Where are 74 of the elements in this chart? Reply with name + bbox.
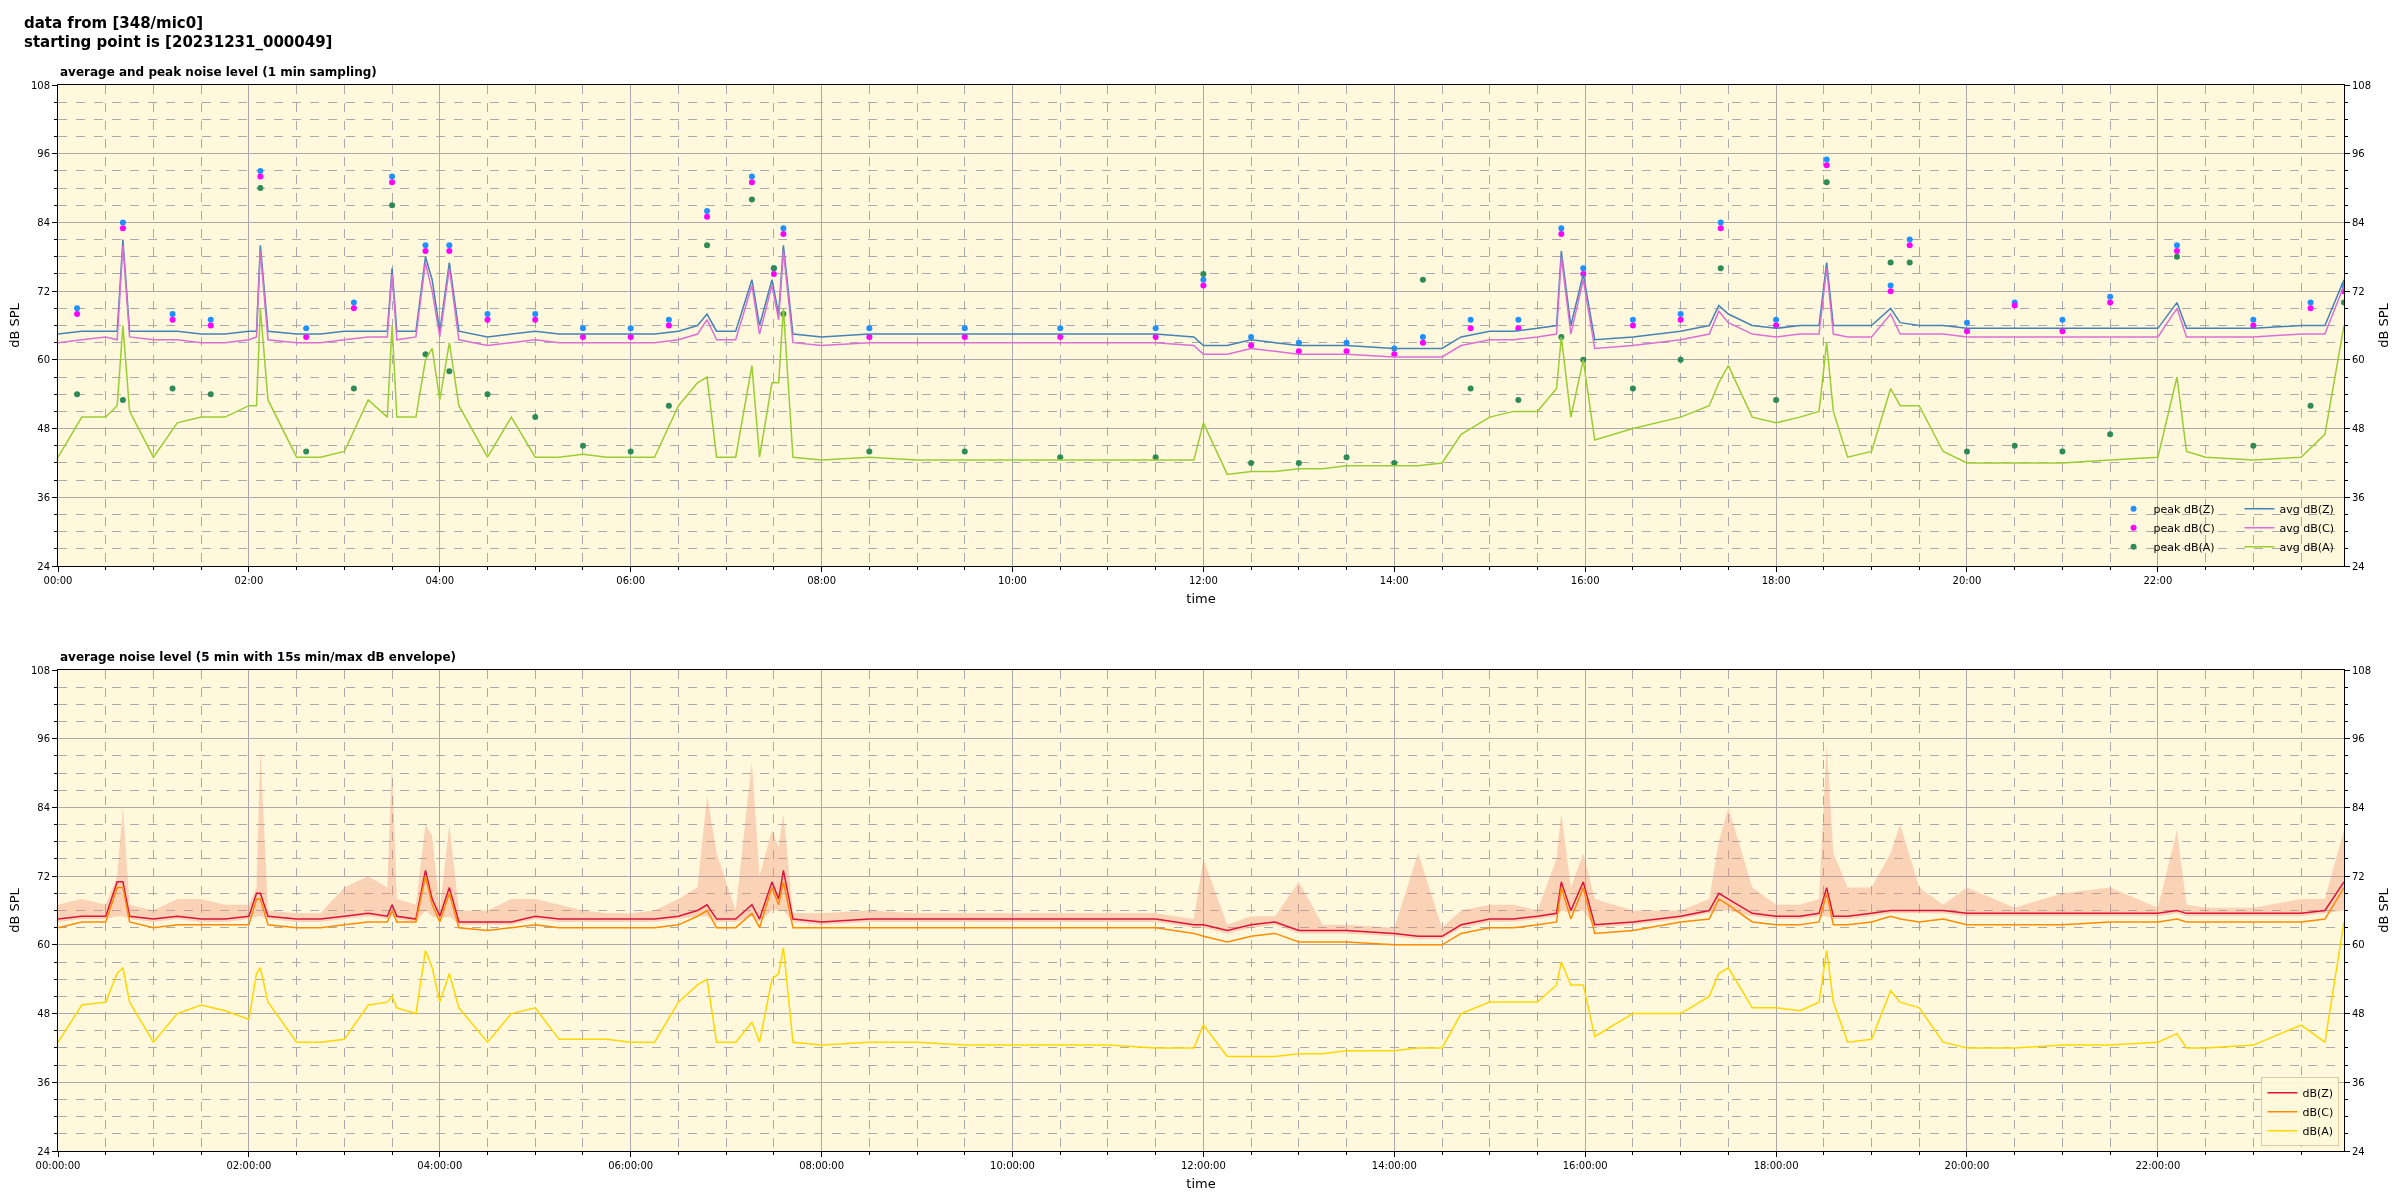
- chart-title: average noise level (5 min with 15s min/max dB envelope): [60, 650, 457, 664]
- x-tick-label: 08:00: [807, 575, 836, 586]
- y-tick-label: 108: [30, 79, 50, 91]
- y-tick-label: 24: [37, 560, 50, 572]
- y-tick-label: 48: [37, 1008, 50, 1020]
- legend-label: avg dB(A): [2279, 540, 2334, 554]
- y2-tick-label: 72: [2352, 285, 2365, 297]
- y2-tick-label: 48: [2352, 1008, 2365, 1020]
- y2-tick-label: 60: [2352, 354, 2365, 366]
- x-tick-label: 18:00: [1761, 575, 1791, 586]
- x-tick-label: 00:00: [43, 575, 73, 586]
- y2-tick-label: 36: [2352, 491, 2365, 503]
- x-tick-label: 18:00:00: [1753, 1160, 1799, 1171]
- legend-label: avg dB(Z): [2279, 502, 2334, 516]
- y2-tick-label: 48: [2352, 423, 2365, 435]
- y-tick-label: 60: [37, 939, 50, 951]
- y-tick-label: 84: [37, 801, 50, 813]
- x-axis-title: time: [1186, 590, 1216, 606]
- x-tick-label: 16:00:00: [1562, 1160, 1608, 1171]
- y2-tick-label: 72: [2352, 870, 2365, 882]
- y-tick-label: 24: [37, 1145, 50, 1157]
- x-tick-label: 14:00:00: [1371, 1160, 1417, 1171]
- y-tick-label: 36: [37, 491, 50, 503]
- legend-label: avg dB(C): [2279, 521, 2334, 535]
- y2-tick-label: 24: [2352, 1145, 2365, 1157]
- y-tick-label: 108: [30, 664, 50, 676]
- x-tick-label: 02:00: [234, 575, 264, 586]
- y2-tick-label: 108: [2352, 664, 2372, 676]
- legend-label: peak dB(C): [2153, 521, 2215, 535]
- x-tick-label: 12:00: [1188, 575, 1218, 586]
- x-tick-label: 20:00: [1952, 575, 1982, 586]
- x-tick-label: 14:00: [1379, 575, 1409, 586]
- x-tick-label: 08:00:00: [799, 1160, 845, 1171]
- x-tick-label: 10:00:00: [990, 1160, 1035, 1171]
- legend-label: dB(A): [2302, 1124, 2334, 1138]
- y-tick-label: 36: [37, 1076, 50, 1088]
- y2-tick-label: 96: [2352, 733, 2365, 745]
- y2-tick-label: 96: [2352, 148, 2365, 160]
- x-tick-label: 12:00:00: [1180, 1160, 1226, 1171]
- y2-tick-label: 60: [2352, 939, 2365, 951]
- x-tick-label: 22:00:00: [2135, 1160, 2181, 1171]
- legend-label: peak dB(A): [2153, 540, 2215, 554]
- y2-tick-label: 84: [2352, 216, 2365, 228]
- x-tick-label: 06:00: [616, 575, 646, 586]
- y-tick-label: 84: [37, 216, 50, 228]
- x-tick-label: 16:00: [1570, 575, 1600, 586]
- y2-tick-label: 24: [2352, 560, 2365, 572]
- x-tick-label: 10:00: [998, 575, 1027, 586]
- x-tick-label: 06:00:00: [608, 1160, 654, 1171]
- y-tick-label: 96: [37, 733, 50, 745]
- y2-tick-label: 36: [2352, 1076, 2365, 1088]
- chart-title: data from [348/mic0] starting point is [20231231_000049]: [24, 13, 333, 52]
- y2-axis-title: dB SPL: [2375, 887, 2391, 933]
- x-tick-label: 22:00: [2143, 575, 2173, 586]
- chart-subtitle: average and peak noise level (1 min sampling): [60, 65, 377, 79]
- y2-tick-label: 108: [2352, 79, 2372, 91]
- legend-label: peak dB(Z): [2153, 502, 2215, 516]
- y-tick-label: 48: [37, 423, 50, 435]
- y-axis-title: dB SPL: [6, 887, 22, 933]
- y-tick-label: 60: [37, 354, 50, 366]
- y2-tick-label: 84: [2352, 801, 2365, 813]
- y-tick-label: 72: [37, 285, 50, 297]
- x-tick-label: 20:00:00: [1944, 1160, 1990, 1171]
- x-axis-title: time: [1186, 1175, 1216, 1191]
- x-tick-label: 02:00:00: [226, 1160, 272, 1171]
- x-tick-label: 00:00:00: [35, 1160, 81, 1171]
- y2-axis-title: dB SPL: [2375, 302, 2391, 348]
- x-tick-label: 04:00: [425, 575, 455, 586]
- y-tick-label: 96: [37, 148, 50, 160]
- legend-label: dB(C): [2302, 1105, 2334, 1119]
- y-axis-title: dB SPL: [6, 302, 22, 348]
- x-tick-label: 04:00:00: [417, 1160, 463, 1171]
- legend-label: dB(Z): [2302, 1086, 2334, 1100]
- y-tick-label: 72: [37, 870, 50, 882]
